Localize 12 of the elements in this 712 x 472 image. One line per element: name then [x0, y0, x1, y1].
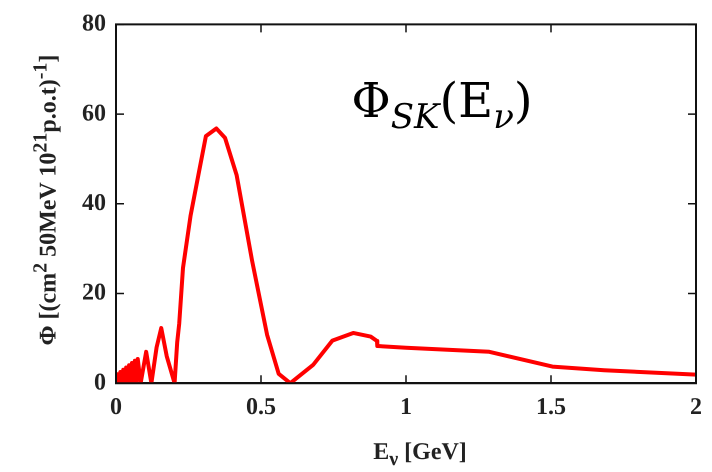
y-tick-label: 80: [82, 10, 106, 37]
annotation: Φ$_{SK}$(E$_{ν}$): [351, 73, 533, 137]
x-tick-label: 1: [400, 394, 412, 420]
y-tick-label: 20: [82, 280, 106, 306]
x-tick-label: 0.5: [246, 394, 276, 420]
x-tick-label: 2: [690, 394, 702, 420]
x-axis-title: E$_{ν}$ [GeV]: [373, 439, 467, 471]
x-tick-label: 1.5: [536, 394, 566, 420]
y-tick-label: 40: [82, 190, 106, 216]
x-tick-label: 0: [110, 394, 122, 420]
y-tick-label: 0: [94, 369, 106, 396]
y-tick-label: 60: [82, 100, 106, 126]
